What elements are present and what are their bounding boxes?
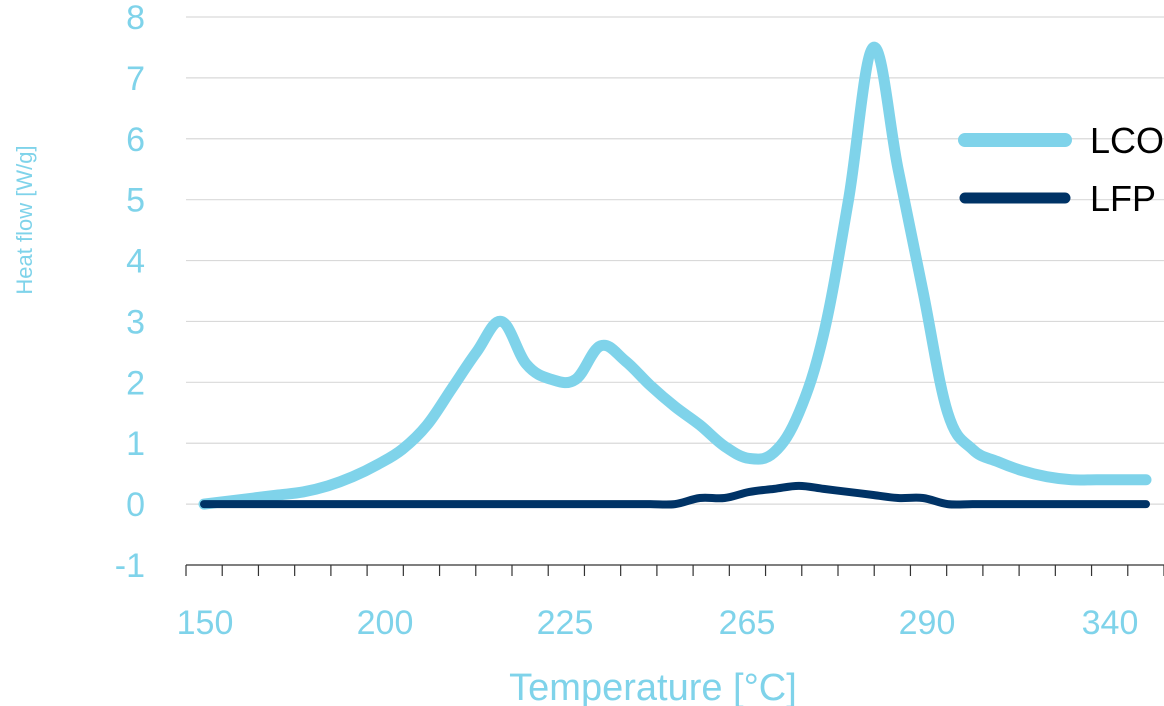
series-lines xyxy=(198,41,1152,510)
y-tick-label: 5 xyxy=(126,182,145,220)
x-axis: 150 200 225 265 290 340 xyxy=(177,564,1164,642)
y-tick-label: 4 xyxy=(126,243,145,281)
y-tick-label: 3 xyxy=(126,303,145,341)
legend-label-lco: LCO xyxy=(1090,120,1164,161)
series-line-lco xyxy=(198,41,1152,510)
y-tick-label: 8 xyxy=(126,0,145,37)
x-tick-label: 225 xyxy=(537,604,594,642)
x-tick-label: 200 xyxy=(357,604,414,642)
y-tick-label: 6 xyxy=(126,121,145,159)
grid-lines xyxy=(186,16,1164,505)
x-tick-label: 265 xyxy=(719,604,776,642)
y-tick-label: -1 xyxy=(115,547,145,585)
legend: LCO LFP xyxy=(958,120,1164,219)
legend-label-lfp: LFP xyxy=(1090,178,1156,219)
y-tick-label: 7 xyxy=(126,60,145,98)
series-line-lfp xyxy=(200,481,1150,509)
x-axis-title: Temperature [°C] xyxy=(509,667,797,706)
y-tick-label: 0 xyxy=(126,486,145,524)
y-tick-label: 1 xyxy=(126,425,145,463)
x-tick-label: 290 xyxy=(899,604,956,642)
y-tick-label: 2 xyxy=(126,364,145,402)
x-tick-label: 340 xyxy=(1082,604,1139,642)
y-axis: -1 0 1 2 3 4 5 6 7 8 xyxy=(115,0,145,585)
y-axis-title: Heat flow [W/g] xyxy=(12,145,37,294)
x-tick-label: 150 xyxy=(177,604,234,642)
